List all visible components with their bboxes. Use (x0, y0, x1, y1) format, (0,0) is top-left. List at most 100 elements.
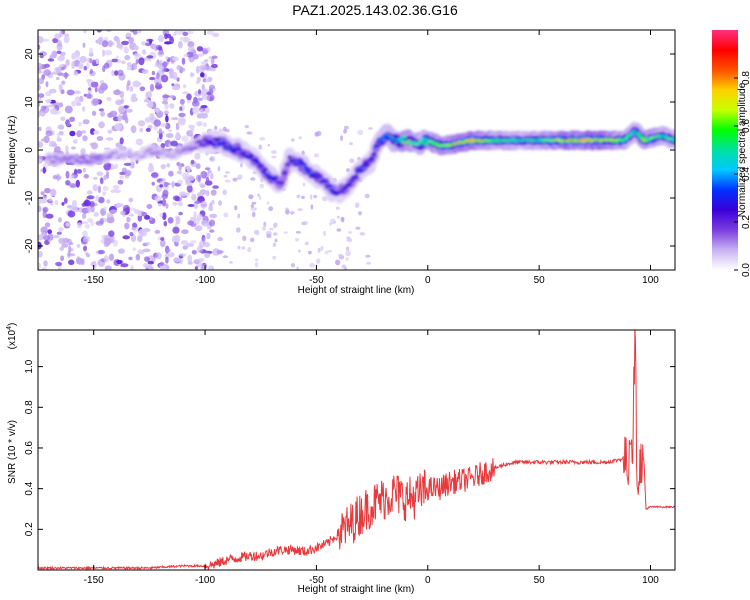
spectrogram-x-tick-label: -50 (309, 275, 324, 286)
heatmap-noise-blob (146, 103, 153, 107)
heatmap-noise-blob (121, 115, 127, 121)
heatmap-ridge-cell (98, 157, 105, 161)
heatmap-noise-blob (58, 226, 64, 232)
heatmap-noise-blob (84, 224, 91, 229)
heatmap-noise-blob (98, 249, 105, 255)
heatmap-noise-blob (178, 112, 186, 118)
heatmap-noise-blob (162, 212, 167, 221)
heatmap-ridge-cell (282, 172, 286, 174)
heatmap-noise-blob (296, 194, 301, 199)
heatmap-ridge-cell (175, 152, 179, 154)
heatmap-noise-blob (333, 221, 337, 224)
heatmap-noise-blob (159, 239, 166, 248)
heatmap-noise-blob (358, 211, 362, 216)
heatmap-ridge-cell (502, 140, 506, 142)
heatmap-noise-blob (67, 251, 71, 258)
heatmap-noise-blob (93, 212, 100, 217)
heatmap-noise-blob (308, 250, 312, 255)
heatmap-ridge-cell (401, 135, 407, 139)
heatmap-ridge-cell (69, 162, 73, 163)
heatmap-ridge-cell (296, 164, 300, 166)
heatmap-ridge-cell (256, 163, 260, 165)
spectrogram-y-tick-label: 20 (24, 48, 35, 60)
heatmap-noise-blob (41, 74, 46, 80)
heatmap-noise-blob (172, 56, 179, 62)
heatmap-noise-blob (349, 158, 355, 164)
heatmap-noise-blob (158, 131, 163, 140)
heatmap-noise-blob (130, 125, 137, 134)
heatmap-noise-blob (90, 81, 98, 88)
heatmap-noise-blob (212, 185, 219, 189)
heatmap-ridge-cell (91, 157, 95, 159)
heatmap-noise-blob (83, 65, 88, 71)
colorbar-axis: 0.0 0.2 0.4 0.6 0.8 (734, 71, 750, 277)
heatmap-noise-blob (163, 181, 169, 188)
heatmap-ridge-cell (284, 170, 288, 172)
heatmap-noise-blob (223, 212, 229, 218)
snr-y-tick-label: 0.8 (24, 400, 35, 414)
heatmap-ridge-cell (404, 143, 408, 145)
heatmap-ridge-cell (145, 150, 149, 152)
heatmap-ridge-cell (67, 159, 71, 161)
heatmap-noise-blob (237, 213, 241, 219)
heatmap-ridge-cell (97, 160, 101, 162)
heatmap-noise-blob (125, 108, 133, 113)
heatmap-noise-blob (207, 169, 212, 174)
heatmap-noise-blob (158, 34, 165, 43)
heatmap-ridge-cell (273, 176, 279, 180)
heatmap-ridge-cell (215, 144, 220, 146)
heatmap-noise-blob (143, 263, 149, 268)
heatmap-noise-blob (61, 80, 66, 85)
heatmap-noise-blob (65, 180, 71, 186)
heatmap-noise-blob (108, 253, 115, 261)
heatmap-noise-blob (178, 191, 187, 197)
heatmap-ridge-cell (288, 159, 292, 161)
heatmap-noise-blob (359, 232, 366, 236)
heatmap-ridge-cell (460, 143, 464, 144)
snr-ylabel: SNR (10 * v/v) (7, 420, 18, 484)
heatmap-noise-blob (167, 217, 174, 224)
heatmap-noise-blob (255, 229, 260, 236)
heatmap-noise-blob (200, 72, 205, 78)
heatmap-ridge-cell (85, 161, 89, 162)
heatmap-ridge-cell (398, 139, 402, 141)
heatmap-ridge-cell (308, 173, 312, 175)
heatmap-noise-blob (206, 30, 214, 35)
heatmap-noise-blob (98, 121, 105, 129)
heatmap-noise-blob (56, 50, 62, 54)
heatmap-noise-blob (118, 145, 127, 152)
heatmap-noise-blob (106, 199, 111, 204)
heatmap-noise-blob (268, 206, 274, 212)
heatmap-noise-blob (297, 208, 303, 212)
heatmap-ridge-cell (480, 140, 484, 142)
heatmap-ridge-cell (356, 173, 360, 174)
heatmap-ridge-cell (664, 137, 669, 139)
heatmap-ridge-cell (346, 184, 350, 186)
heatmap-ridge-cell (121, 153, 125, 155)
heatmap-noise-blob (208, 84, 215, 90)
heatmap-noise-blob (38, 262, 41, 269)
heatmap-ridge-cell (636, 133, 641, 135)
heatmap-noise-blob (38, 93, 45, 98)
heatmap-ridge-cell (292, 161, 296, 163)
heatmap-noise-blob (222, 126, 227, 132)
heatmap-noise-blob (76, 130, 83, 138)
heatmap-noise-blob (191, 250, 197, 255)
heatmap-ridge-cell (153, 147, 157, 149)
heatmap-ridge-cell (131, 154, 135, 156)
spectrogram-y-tick-label: -10 (24, 190, 35, 205)
heatmap-noise-blob (114, 70, 119, 76)
heatmap-noise-blob (313, 194, 318, 199)
heatmap-ridge-cell (524, 139, 528, 141)
heatmap-noise-blob (272, 255, 277, 260)
heatmap-noise-blob (357, 129, 364, 135)
heatmap-noise-blob (237, 174, 243, 179)
heatmap-ridge-cell (280, 183, 284, 185)
heatmap-ridge-cell (260, 166, 264, 168)
heatmap-noise-blob (310, 204, 314, 210)
heatmap-noise-blob (200, 170, 208, 179)
heatmap-noise-blob (368, 127, 373, 130)
heatmap-noise-blob (273, 232, 278, 236)
heatmap-noise-blob (162, 189, 169, 197)
